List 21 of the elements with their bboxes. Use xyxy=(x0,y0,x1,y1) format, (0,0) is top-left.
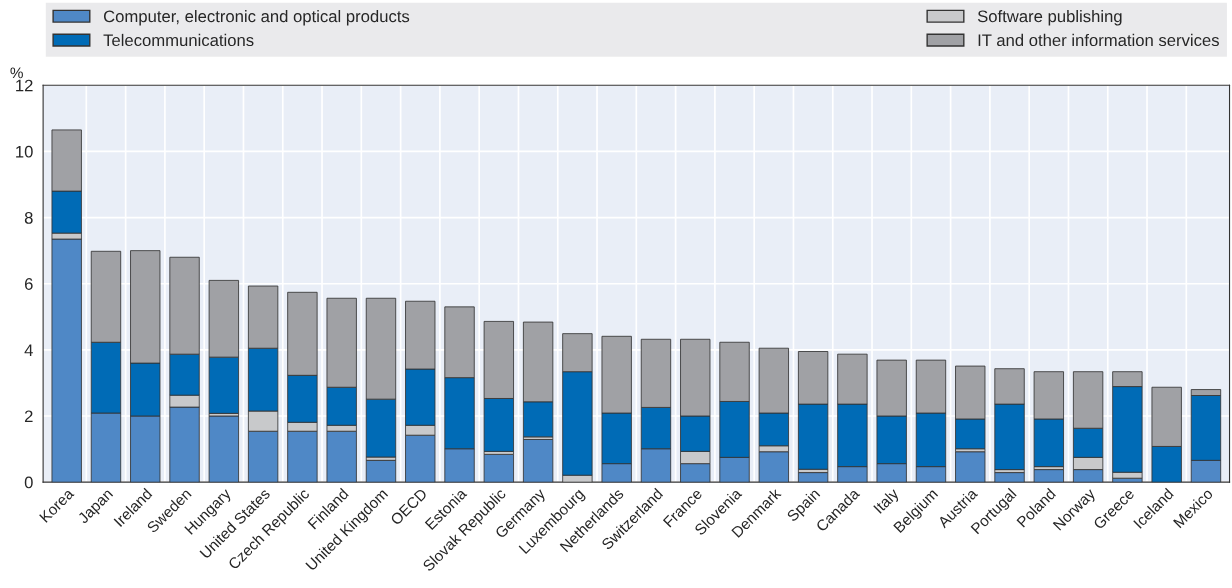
bar xyxy=(1033,469,1064,483)
legend-label: Telecommunications xyxy=(103,33,254,47)
legend-label: Software publishing xyxy=(977,10,1122,26)
y-tick-label: 2 xyxy=(24,410,33,423)
bar xyxy=(483,453,514,483)
bar xyxy=(994,472,1025,483)
y-tick-label: 8 xyxy=(24,211,33,224)
legend-label: IT and other information services xyxy=(978,33,1219,47)
y-tick-label: 0 xyxy=(24,476,33,489)
bar xyxy=(955,451,986,483)
y-tick-label: 6 xyxy=(24,278,33,290)
bar xyxy=(365,459,397,483)
bar xyxy=(208,415,239,483)
bar xyxy=(51,238,82,483)
y-tick-label: 12 xyxy=(16,79,33,92)
y-tick-label: 10 xyxy=(16,145,33,158)
bar xyxy=(326,430,357,483)
y-tick-label: 4 xyxy=(24,344,33,356)
bar xyxy=(522,439,554,483)
legend-label: Computer, electronic and optical products xyxy=(103,10,410,26)
y-axis-title: % xyxy=(10,67,23,79)
